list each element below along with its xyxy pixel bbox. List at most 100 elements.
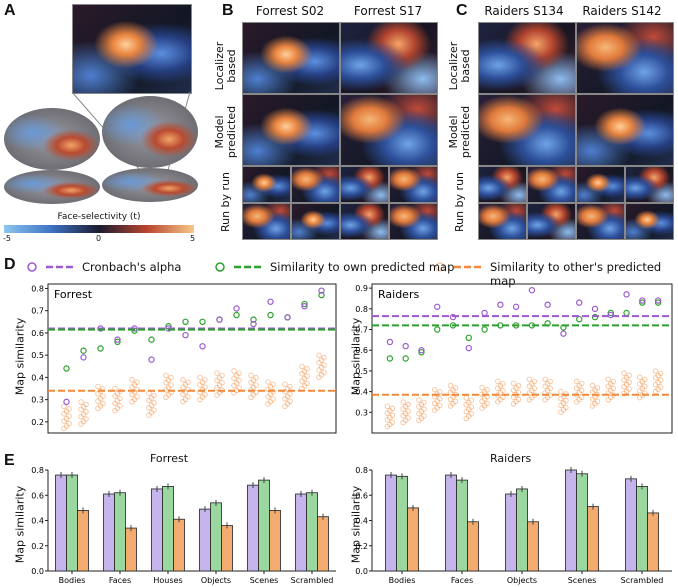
- y-tick-label: 0.8: [355, 466, 368, 475]
- other-point: [83, 401, 89, 408]
- map-c-s142-model: [576, 94, 674, 166]
- plot-frame: [371, 283, 673, 434]
- cronbach-point: [301, 303, 308, 310]
- bar: [77, 510, 89, 572]
- other-point: [621, 370, 627, 376]
- y-tick-label: 0.4: [31, 517, 44, 526]
- y-tick-label: 0.2: [355, 542, 368, 551]
- legend-cronbach: Cronbach's alpha: [82, 260, 182, 274]
- other-point: [151, 400, 157, 406]
- other-point: [248, 372, 254, 378]
- own-point: [386, 355, 394, 362]
- other-point: [468, 411, 474, 417]
- other-point: [287, 398, 293, 405]
- map-c-run: [478, 203, 527, 240]
- other-point: [219, 372, 225, 379]
- other-point: [468, 404, 474, 410]
- other-point: [66, 413, 72, 419]
- map-c-run: [625, 203, 674, 240]
- other-point: [100, 400, 106, 407]
- other-point: [134, 386, 140, 393]
- y-tick-label: 0.7: [355, 326, 368, 335]
- other-point: [531, 378, 538, 385]
- other-point: [421, 406, 427, 412]
- other-point: [452, 385, 459, 391]
- chart-title: Raiders: [378, 288, 419, 301]
- own-point: [267, 311, 274, 319]
- own-point: [80, 347, 87, 354]
- own-point: [607, 309, 614, 317]
- other-point: [202, 391, 208, 398]
- y-tick-label: 0.6: [355, 491, 368, 500]
- map-c-run: [527, 166, 576, 203]
- other-point: [421, 399, 427, 405]
- other-point: [163, 372, 169, 378]
- cronbach-point: [639, 297, 646, 304]
- cronbach-point: [591, 305, 599, 313]
- x-tick-label: Scenes: [250, 576, 279, 585]
- other-point: [405, 401, 411, 408]
- other-point: [185, 386, 191, 393]
- map-b-s17-model: [340, 94, 438, 166]
- other-point: [437, 396, 443, 402]
- other-point: [437, 389, 443, 395]
- bar: [210, 502, 222, 572]
- colorbar-tick-zero: 0: [96, 234, 102, 243]
- y-tick-label: 0.5: [355, 367, 368, 376]
- other-point: [265, 379, 271, 385]
- cronbach-point: [560, 330, 567, 337]
- other-point: [151, 407, 157, 413]
- map-b-run: [291, 203, 340, 240]
- y-tick-label: 0.5: [31, 351, 44, 360]
- cronbach-point: [250, 320, 257, 328]
- other-point: [168, 382, 174, 388]
- map-b-run: [291, 166, 340, 203]
- panel-c-row-model: Model predicted: [447, 105, 472, 159]
- own-point: [199, 318, 206, 326]
- map-b-run: [340, 166, 389, 203]
- other-point: [594, 385, 601, 391]
- own-point: [623, 309, 630, 317]
- own-point: [148, 336, 155, 343]
- bar: [151, 488, 163, 572]
- own-point: [250, 316, 257, 323]
- bar: [467, 521, 479, 572]
- panel-letter-e: E: [4, 452, 15, 469]
- bar: [647, 512, 659, 572]
- bar: [125, 527, 137, 572]
- map-c-run: [576, 203, 625, 240]
- bar: [445, 474, 457, 572]
- panel-letter-b: B: [222, 2, 234, 19]
- x-tick-label: Houses: [153, 576, 182, 585]
- y-tick-label: 0.8: [31, 284, 44, 293]
- bar: [173, 518, 185, 572]
- cronbach-point: [216, 316, 223, 323]
- y-tick-label: 0.3: [355, 408, 368, 417]
- own-point: [318, 291, 325, 299]
- other-point: [432, 386, 438, 393]
- cronbach-point: [80, 354, 87, 361]
- map-c-s134-localizer: [478, 22, 576, 94]
- other-point: [180, 377, 186, 383]
- brain-surface-left-ventral: [4, 170, 100, 204]
- cronbach-point: [497, 301, 504, 308]
- other-point: [95, 383, 101, 390]
- e-raiders-chart: 0.0 0.2 0.4 0.6 0.8 Bodies Faces Objects Scenes S…: [355, 466, 672, 585]
- other-point: [253, 375, 259, 381]
- cronbach-point: [318, 287, 325, 294]
- x-tick-label: Bodies: [59, 576, 86, 585]
- other-point: [447, 382, 454, 389]
- cronbach-point: [267, 298, 274, 305]
- colorbar: [4, 225, 194, 233]
- other-point: [558, 389, 564, 395]
- other-point: [657, 377, 664, 383]
- bar: [66, 474, 78, 572]
- e-forrest-title: Forrest: [150, 452, 189, 465]
- y-tick-label: 0.4: [31, 373, 44, 382]
- other-point: [574, 378, 580, 385]
- cronbach-point: [544, 301, 551, 308]
- other-point: [484, 387, 490, 393]
- d-forrest-ylabel: Map similarity: [13, 317, 27, 396]
- other-point: [61, 403, 67, 410]
- other-point: [405, 408, 411, 414]
